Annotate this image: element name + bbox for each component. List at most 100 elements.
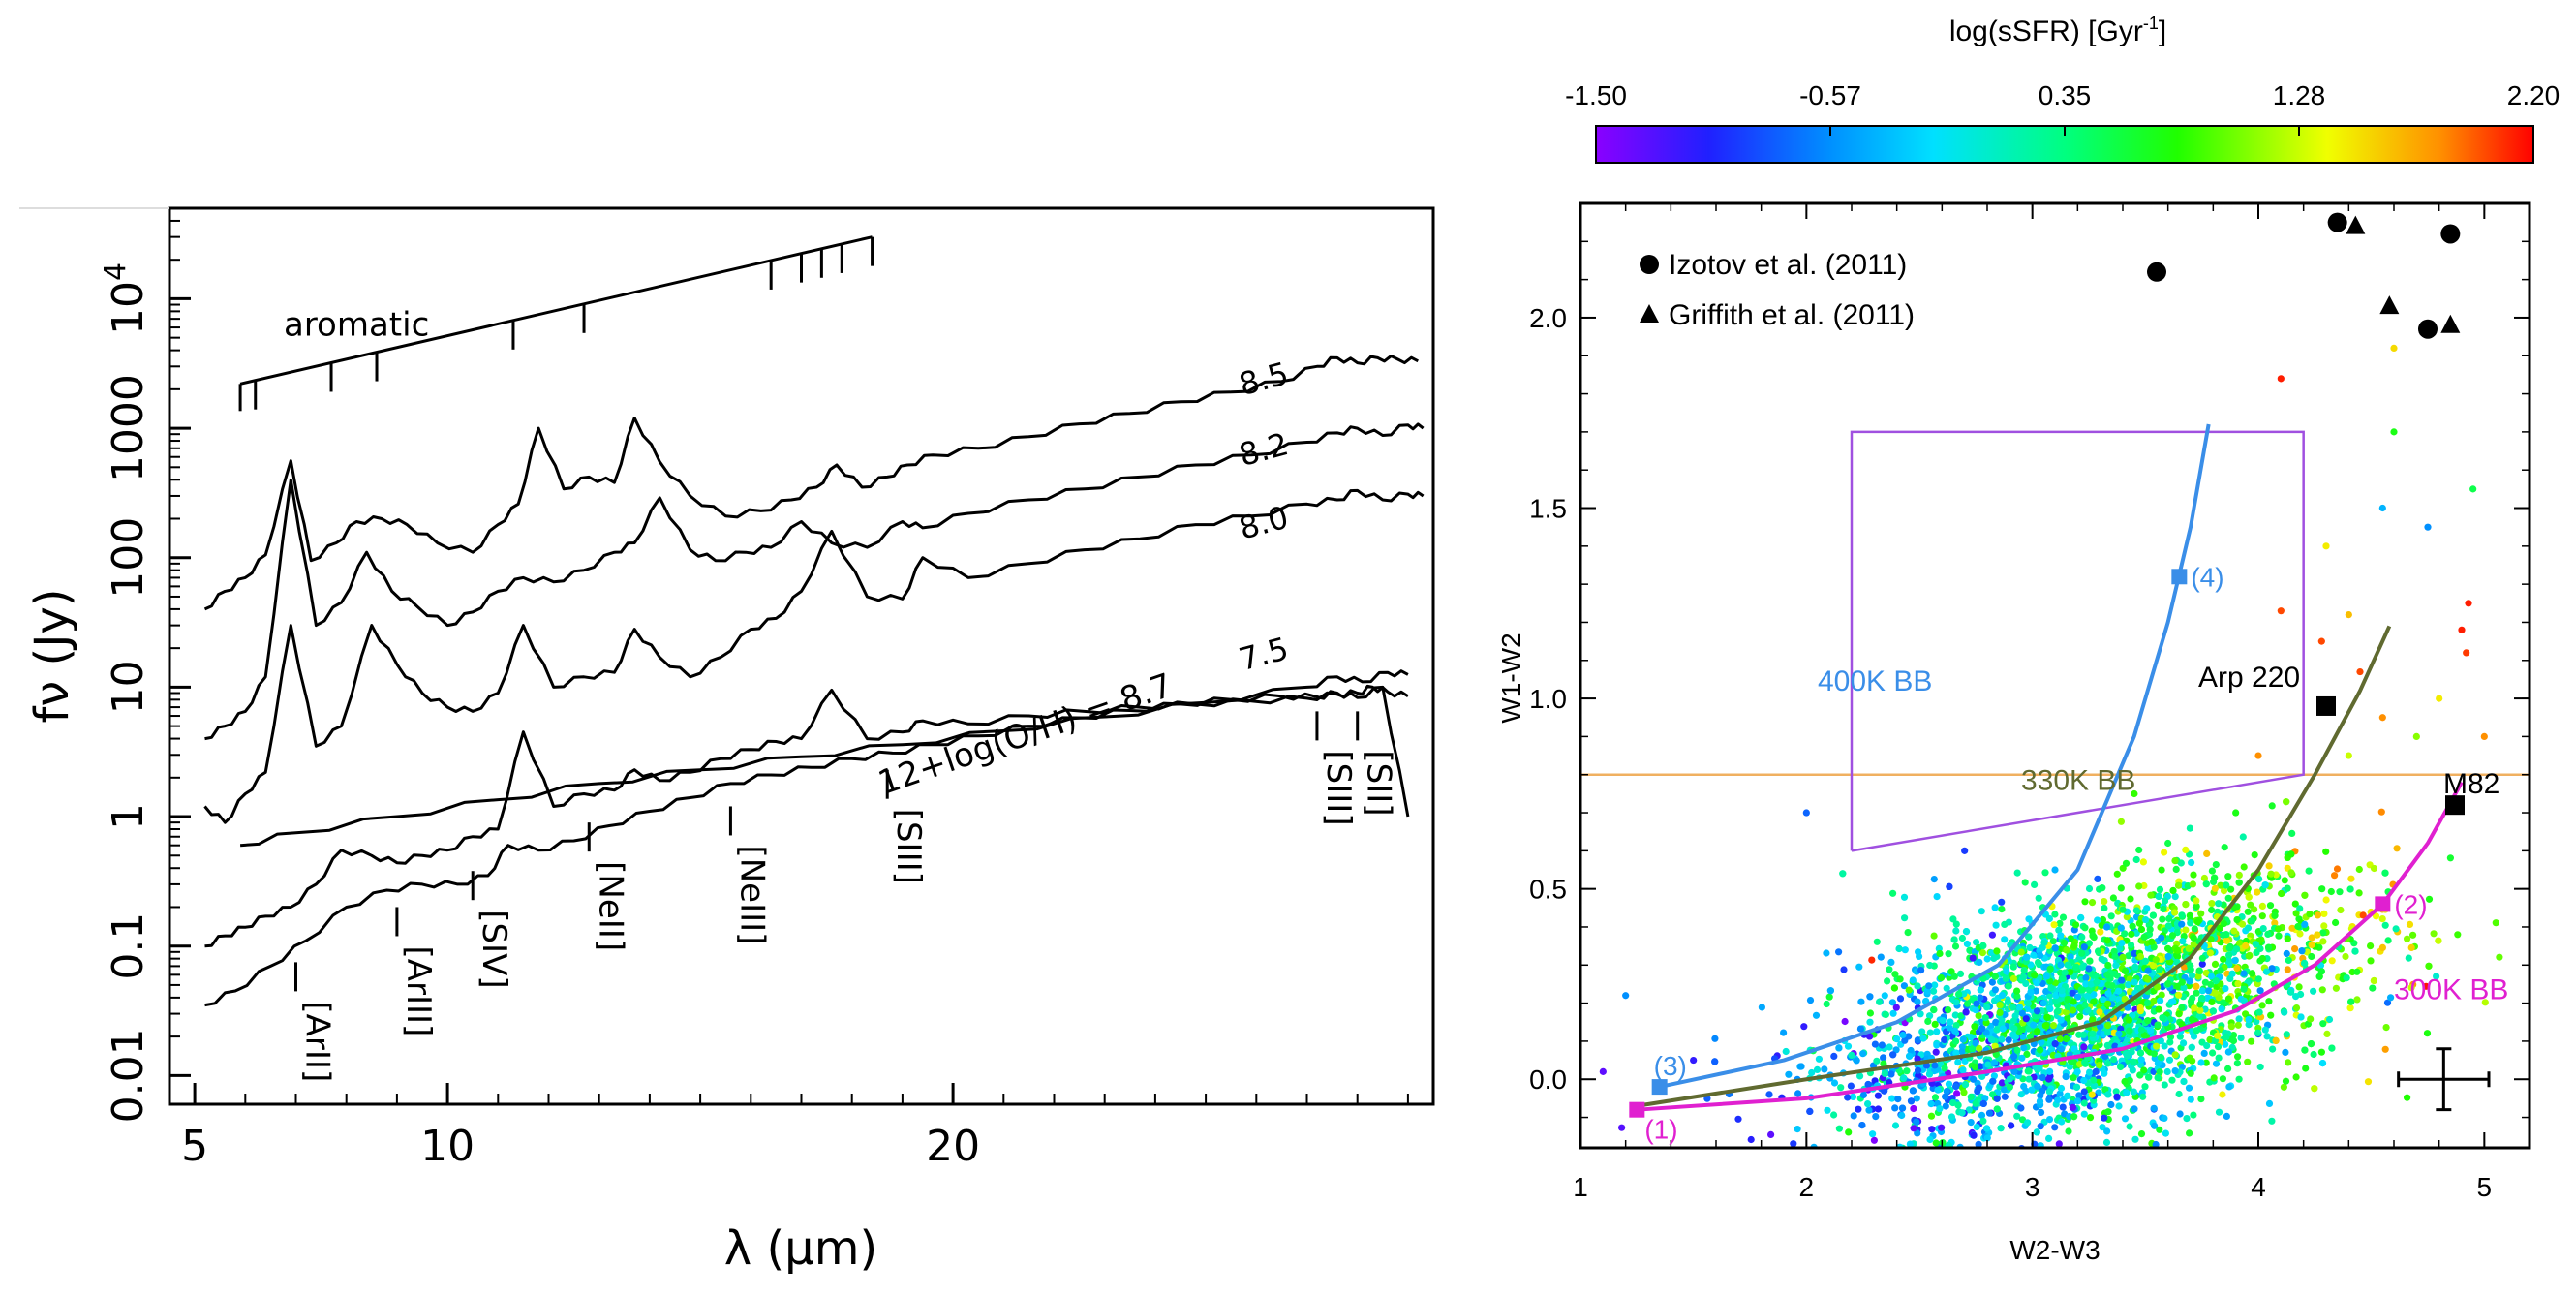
scatter-point — [1952, 920, 1960, 928]
scatter-point — [2200, 1049, 2208, 1057]
scatter-point — [2137, 1061, 2145, 1068]
scatter-point — [1896, 995, 1905, 1003]
scatter-point — [2206, 949, 2214, 957]
scatter-point — [2158, 866, 2165, 874]
scatter-point — [1797, 1063, 1805, 1070]
scatter-point — [2144, 967, 2152, 974]
scatter-point — [2223, 931, 2230, 939]
scatter-point — [1898, 1111, 1906, 1120]
scatter-point — [2057, 932, 2065, 940]
scatter-point — [2256, 944, 2264, 953]
scatter-point — [2018, 1009, 2026, 1017]
scatter-point — [2356, 667, 2364, 676]
scatter-point — [2228, 970, 2236, 977]
scatter-point — [2197, 1096, 2205, 1103]
scatter-point — [2081, 1060, 2089, 1067]
scatter-point — [2211, 960, 2220, 969]
colorbar-tick-label: 2.20 — [2507, 80, 2561, 110]
scatter-point — [2305, 867, 2313, 875]
scatter-point — [1985, 1109, 1994, 1117]
scatter-point — [2406, 920, 2414, 929]
scatter-point — [2245, 893, 2253, 901]
scatter-point — [1937, 973, 1946, 982]
scatter-point — [2045, 1096, 2053, 1103]
scatter-point — [2085, 965, 2093, 973]
scatter-point — [2113, 972, 2121, 979]
scatter-point — [2067, 935, 2074, 942]
scatter-point — [2141, 1083, 2149, 1091]
scatter-point — [2117, 1063, 2125, 1071]
scatter-point — [2010, 1025, 2018, 1033]
spectrum-line-8.2 — [204, 422, 1425, 741]
scatter-point — [2267, 870, 2275, 878]
scatter-point — [1993, 1105, 2001, 1113]
scatter-point — [2069, 1103, 2076, 1111]
scatter-point — [2088, 899, 2097, 907]
scatter-point — [1945, 1069, 1952, 1077]
bb-marker — [2375, 896, 2391, 912]
scatter-point — [2077, 913, 2085, 922]
scatter-point — [2154, 1074, 2162, 1082]
scatter-point — [2202, 969, 2210, 977]
scatter-point — [1856, 1025, 1865, 1033]
scatter-point — [1866, 993, 1874, 1001]
colorbar-tick-label: 1.28 — [2273, 80, 2326, 110]
scatter-point — [2131, 1135, 2139, 1143]
scatter-point — [1961, 847, 1969, 854]
scatter-point — [1914, 1036, 1921, 1044]
scatter-point — [2137, 1130, 2146, 1138]
scatter-point — [1998, 991, 2007, 1000]
scatter-point — [2178, 978, 2186, 986]
scatter-point — [2013, 869, 2021, 877]
scatter-point — [2052, 992, 2060, 1000]
scatter-point — [2214, 1043, 2223, 1051]
scatter-point — [2100, 996, 2107, 1004]
scatter-point — [2099, 915, 2107, 924]
scatter-point — [2125, 1016, 2133, 1024]
scatter-point — [2148, 938, 2156, 945]
scatter-point — [2074, 1097, 2082, 1105]
scatter-point — [1951, 1027, 1959, 1035]
scatter-point — [2186, 1129, 2193, 1137]
scatter-point — [2064, 996, 2071, 1004]
scatter-point — [2203, 1042, 2211, 1050]
scatter-point — [2132, 855, 2140, 864]
scatter-point — [2480, 732, 2488, 741]
scatter-point — [2262, 968, 2271, 975]
scatter-point — [1802, 809, 1810, 817]
scatter-point — [1618, 1124, 1626, 1131]
scatter-point — [2245, 952, 2253, 960]
scatter-point — [2104, 1108, 2112, 1116]
scatter-point — [2185, 1084, 2193, 1092]
right-xtick-label: 5 — [2477, 1172, 2493, 1202]
scatter-point — [2081, 1002, 2089, 1009]
scatter-point — [2492, 919, 2499, 927]
scatter-point — [2135, 882, 2143, 890]
scatter-point — [1971, 1064, 1978, 1071]
scatter-point — [2235, 871, 2243, 880]
scatter-point — [1849, 1093, 1857, 1100]
scatter-point — [2005, 982, 2012, 990]
scatter-point — [1881, 1087, 1888, 1095]
scatter-point — [2430, 930, 2438, 938]
scatter-point — [1989, 1091, 1997, 1098]
scatter-point — [2131, 789, 2138, 798]
scatter-point — [2176, 1033, 2184, 1040]
scatter-point — [2103, 1127, 2111, 1135]
scatter-point — [1830, 1079, 1839, 1087]
scatter-point — [1926, 961, 1934, 970]
scatter-point — [1993, 1095, 2001, 1102]
scatter-point — [1907, 1046, 1915, 1055]
scatter-point — [1991, 973, 1999, 980]
scatter-point — [2220, 887, 2228, 895]
scatter-point — [1977, 1063, 1984, 1070]
scatter-point — [2245, 1016, 2253, 1024]
scatter-point — [1932, 1139, 1940, 1147]
scatter-point — [2006, 1083, 2013, 1091]
scatter-point — [2045, 1116, 2054, 1124]
scatter-point — [2319, 1020, 2327, 1028]
scatter-point — [2235, 1015, 2243, 1023]
scatter-point — [2144, 1017, 2152, 1025]
scatter-point — [2070, 1113, 2078, 1121]
